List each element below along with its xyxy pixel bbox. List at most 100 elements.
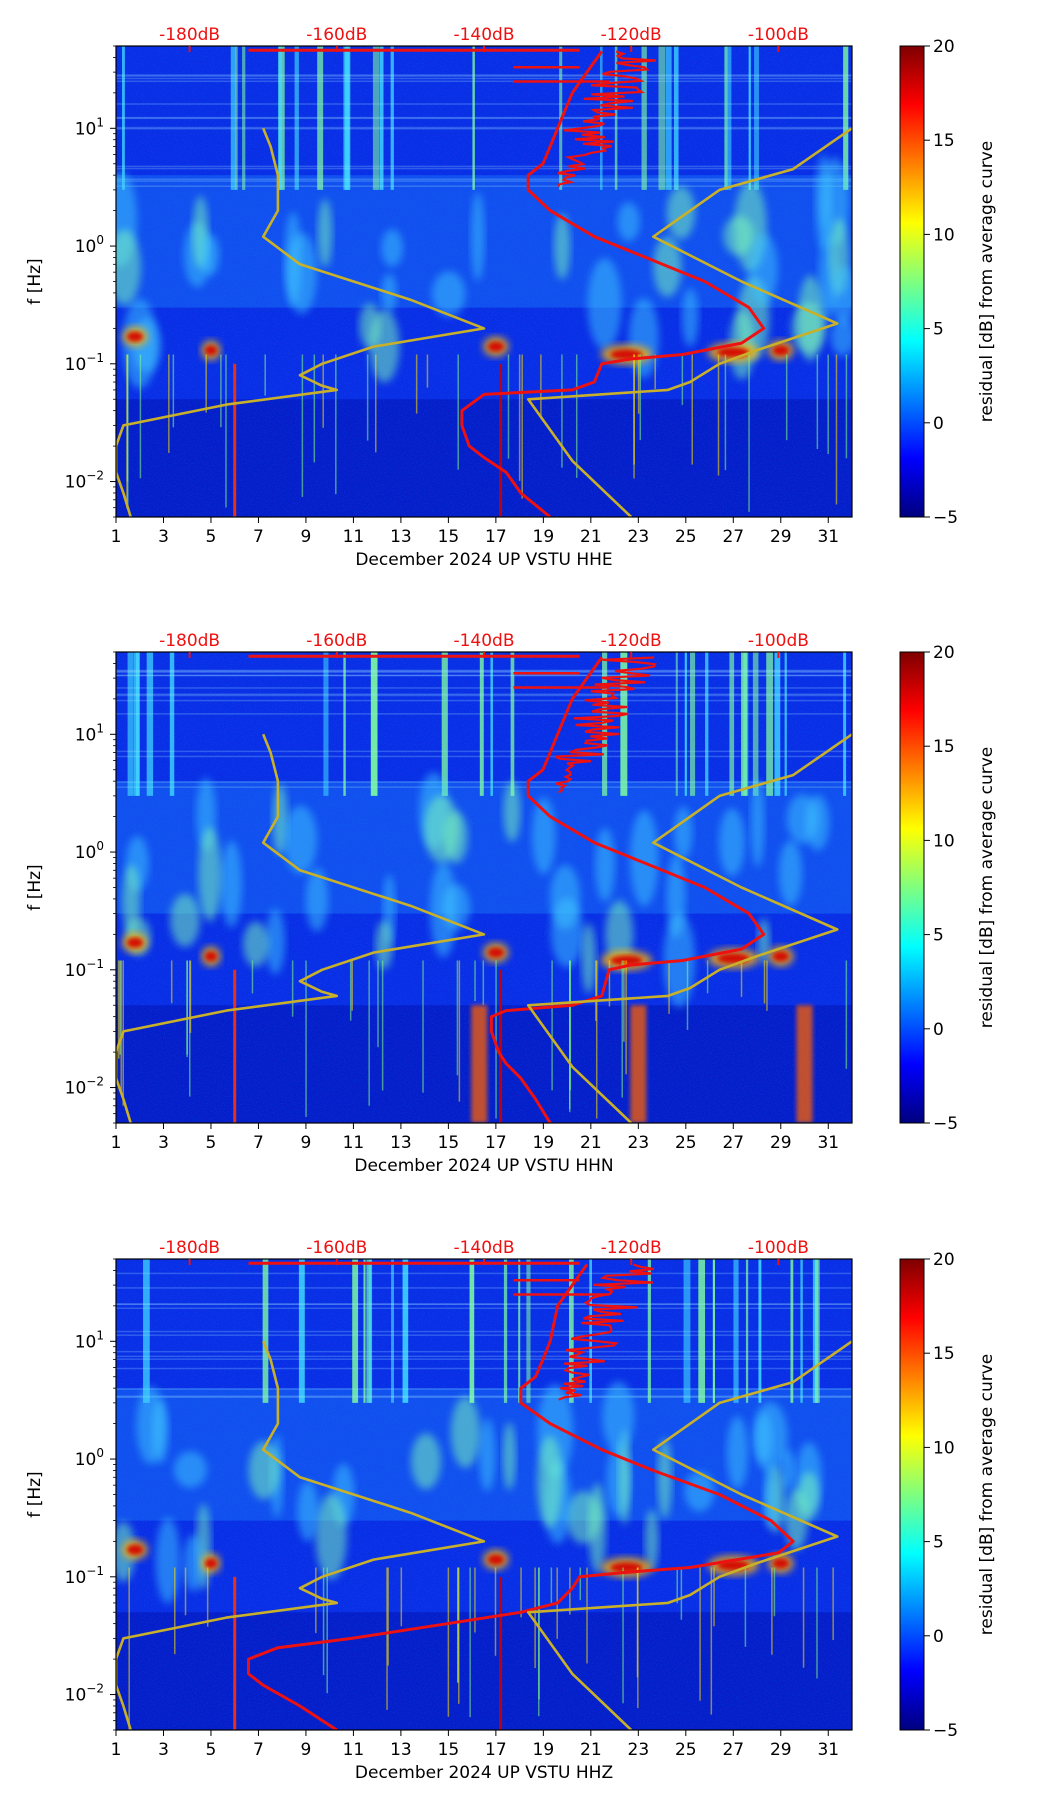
heatmap-stripe [800,1259,803,1403]
heatmap-hline [116,713,852,715]
heatmap-blob [317,199,333,268]
heatmap-spike [119,960,122,1055]
x-tick-label: 5 [206,1133,217,1153]
heatmap-spike [668,960,670,1014]
x-tick-label: 19 [533,527,555,547]
heatmap-lf-burst [630,1005,647,1123]
heatmap-spike [518,354,521,481]
heatmap-stripe [343,652,346,796]
db-tick-label: -160dB [306,25,367,45]
heatmap-hline [116,755,852,758]
colorbar-tick-label: 15 [933,131,955,151]
noise-model-curve [526,733,852,1123]
heatmap-hline [116,1367,852,1370]
x-tick-label: 19 [533,1133,555,1153]
heatmap-spike [785,354,788,441]
heatmap-blob [723,215,755,256]
heatmap-hline [116,1334,852,1336]
heatmap-spike [845,960,848,1069]
heatmap-blob [536,1435,563,1528]
heatmap-stripe [363,1259,366,1403]
heatmap-spike [766,960,768,1011]
heatmap-spike [291,960,294,1017]
heatmap-blob [183,1534,204,1592]
heatmap-spike [139,354,142,479]
x-tick-label: 9 [301,1133,312,1153]
heatmap-stripe [169,652,175,796]
heatmap-stripe [278,46,283,190]
heatmap-spike [699,1567,701,1701]
heatmap-spike [494,1567,497,1656]
heatmap-stripe [684,652,687,796]
heatmap-spike [426,354,429,388]
heatmap-blob [243,921,269,967]
x-tick-label: 1 [111,1740,122,1760]
heatmap-blob [471,192,485,282]
heatmap-spike [184,1567,187,1616]
y-tick-label: 100 [75,233,104,257]
heatmap-stripe [752,652,759,796]
heatmap-blob [381,229,404,267]
spectrogram-image [116,652,852,1123]
colorbar-tick-label: 0 [933,1020,944,1040]
heatmap-stripe [784,652,787,796]
heatmap-hotspot-core [204,345,217,356]
heatmap-blob [170,893,200,947]
heatmap-spike [482,960,485,1005]
heatmap-persistent-line [233,969,237,1123]
heatmap-spike [579,1567,582,1601]
heatmap-hotspot-core [487,341,504,352]
y-tick-label: 10−1 [65,351,104,375]
heatmap-stripe [600,46,603,190]
heatmap-spike [595,960,598,1119]
heatmap-spike [622,1567,624,1704]
heatmap-spike [835,354,838,505]
heatmap-blob [666,186,696,240]
heatmap-blob [200,234,220,276]
x-tick-label: 1 [111,1133,122,1153]
heatmap-hline [116,674,852,677]
heatmap-spike [189,960,192,1033]
heatmap-spike [639,354,642,441]
db-tick-label: -140dB [453,1238,514,1258]
x-tick-label: 23 [628,527,650,547]
heatmap-spike [315,1567,317,1634]
x-tick-label: 27 [722,527,744,547]
x-tick-label: 31 [817,1133,839,1153]
heatmap-blob [430,861,457,958]
heatmap-hotspot-core [126,1544,143,1555]
heatmap-blob [155,1517,181,1604]
heatmap-spike [375,354,377,453]
heatmap-hline [116,180,852,182]
colorbar-label: residual [dB] from average curve [977,1354,997,1635]
heatmap-spike [744,1567,747,1647]
heatmap-blob [602,1381,635,1452]
heatmap-stripe [729,652,735,796]
heatmap-spike [845,354,848,459]
heatmap-hline [116,1303,852,1306]
heatmap-spike [637,354,640,414]
x-tick-label: 3 [158,1740,169,1760]
heatmap-stripe [690,652,696,796]
colorbar-tick-label: 20 [933,1250,955,1270]
heatmap-stripe [673,46,679,190]
colorbar-tick-label: 20 [933,37,955,57]
colorbar-tick-label: 15 [933,737,955,757]
heatmap-spike [264,354,266,396]
heatmap-stripe [620,652,628,796]
heatmap-spike [623,960,625,1042]
heatmap-hline [116,786,852,788]
heatmap-stripe [242,46,246,190]
heatmap-hotspot-core [772,951,789,962]
db-tick-label: -140dB [453,631,514,651]
heatmap-spike [520,1567,522,1618]
x-tick-label: 11 [343,1133,365,1153]
x-axis-label: December 2024 UP VSTU HHN [354,1156,613,1176]
heatmap-spike [377,960,379,1048]
heatmap-blob [628,298,659,378]
colorbar [899,651,925,1124]
heatmap-spike [495,960,497,1119]
heatmap-blob [630,810,659,907]
heatmap-blob [553,213,571,280]
